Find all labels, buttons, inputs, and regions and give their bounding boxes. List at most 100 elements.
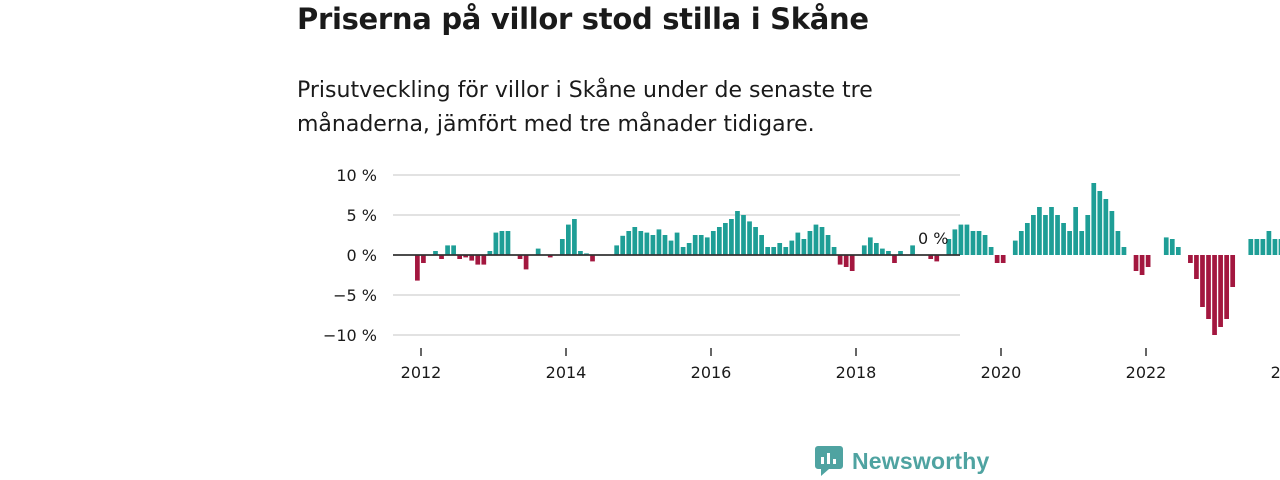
data-bar (415, 255, 420, 281)
data-bar (982, 235, 988, 255)
y-tick-label: −5 % (333, 286, 377, 305)
bars (415, 183, 1280, 335)
data-bar (976, 231, 982, 255)
data-bar (880, 248, 885, 255)
newsworthy-logo-icon (815, 446, 843, 476)
data-bar (964, 224, 970, 255)
data-bar (638, 231, 644, 255)
data-bar (1061, 223, 1066, 255)
x-tick-label: 2022 (1126, 363, 1167, 382)
data-bar (1163, 237, 1169, 255)
data-bar (1194, 255, 1199, 279)
data-bar (910, 245, 915, 255)
data-bar (559, 239, 565, 255)
x-tick-label: 2014 (546, 363, 587, 382)
data-bar (861, 245, 867, 255)
data-bar (825, 235, 831, 255)
x-tick-label: 2018 (836, 363, 877, 382)
data-bar (867, 237, 873, 255)
data-bar (1000, 255, 1006, 263)
data-bar (572, 219, 577, 255)
data-bar (1278, 239, 1280, 255)
data-bar (783, 247, 789, 255)
data-bar (1103, 199, 1109, 255)
data-bar (723, 223, 728, 255)
data-bar (686, 243, 692, 255)
data-bar (692, 235, 698, 255)
data-bar (650, 235, 656, 255)
x-tick-label: 2012 (401, 363, 442, 382)
data-bar (886, 251, 891, 255)
data-bar (469, 255, 475, 261)
data-bar (487, 251, 493, 255)
data-bar (1218, 255, 1223, 327)
data-bar (566, 224, 571, 255)
data-bar (547, 255, 553, 258)
data-bar (1073, 207, 1079, 255)
data-bar (1206, 255, 1211, 319)
data-bar (698, 235, 704, 255)
data-bar (1133, 255, 1139, 271)
y-tick-label: 10 % (336, 166, 377, 185)
data-bar (892, 255, 897, 263)
x-tick-label: 2024 (1271, 363, 1280, 382)
data-bar (463, 255, 469, 258)
data-bar (1049, 207, 1054, 255)
data-bar (704, 237, 710, 255)
data-bar (451, 245, 456, 255)
data-bar (970, 231, 976, 255)
newsworthy-logo: Newsworthy (815, 446, 989, 476)
data-bar (1043, 215, 1048, 255)
data-bar (457, 255, 462, 259)
data-bar (1260, 239, 1266, 255)
data-bar (1109, 211, 1115, 255)
data-bar (710, 231, 716, 255)
data-bar (1200, 255, 1205, 307)
data-bar (1012, 240, 1018, 255)
data-bar (493, 232, 499, 255)
data-bar (958, 224, 964, 255)
data-bar (1097, 191, 1103, 255)
data-bar (1224, 255, 1229, 319)
data-bar (421, 255, 426, 263)
data-bar (765, 247, 771, 255)
data-bar (1037, 207, 1042, 255)
data-bar (777, 243, 783, 255)
data-bar (481, 255, 487, 265)
y-tick-label: 0 % (347, 246, 377, 265)
data-bar (439, 255, 444, 259)
data-bar (843, 255, 849, 267)
last-value-label: 0 % (918, 229, 948, 248)
data-bar (807, 231, 813, 255)
chart-title: Priserna på villor stod stilla i Skåne (297, 2, 869, 36)
data-bar (668, 240, 674, 255)
data-bar (952, 229, 958, 255)
data-bar (475, 255, 481, 265)
data-bar (716, 227, 722, 255)
y-tick-label: 5 % (347, 206, 377, 225)
y-axis: 10 % 5 % 0 % −5 % −10 % (323, 166, 377, 345)
data-bar (898, 251, 903, 255)
data-bar (837, 255, 843, 265)
data-bar (801, 239, 807, 255)
data-bar (1115, 231, 1121, 255)
data-bar (1031, 215, 1036, 255)
data-bar (620, 235, 626, 255)
data-bar (1091, 183, 1097, 255)
data-bar (1266, 231, 1272, 255)
y-tick-label: −10 % (323, 326, 377, 345)
x-axis: 20122014201620182020202220242026 (401, 348, 1280, 382)
data-bar (874, 243, 879, 255)
data-bar (771, 247, 777, 255)
data-bar (445, 245, 450, 255)
data-bar (1254, 239, 1260, 255)
data-bar (849, 255, 855, 271)
data-bar (1055, 215, 1060, 255)
brand-name: Newsworthy (852, 447, 990, 474)
data-bar (680, 247, 686, 255)
data-bar (626, 231, 632, 255)
data-bar (759, 235, 764, 255)
data-bar (1272, 239, 1278, 255)
data-bar (1230, 255, 1236, 287)
data-bar (753, 227, 758, 255)
